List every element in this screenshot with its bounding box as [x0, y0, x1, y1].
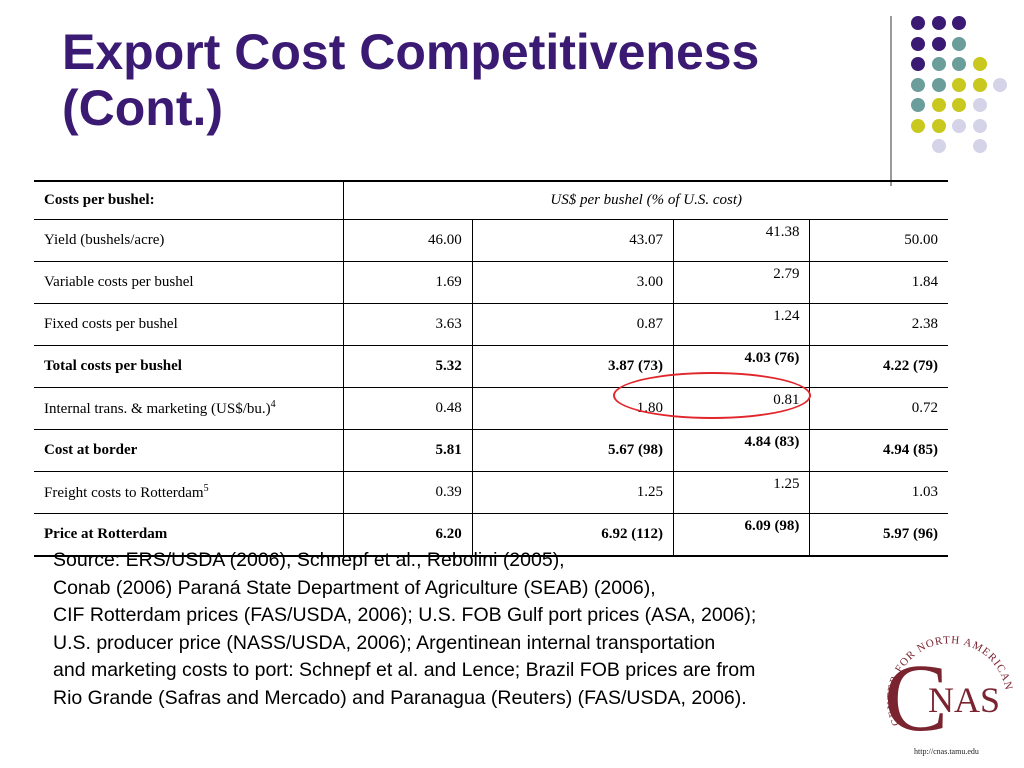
highlight-circle	[613, 372, 811, 419]
cell-value: 5.81	[343, 429, 473, 472]
decorative-dot	[952, 16, 966, 30]
decorative-dot	[931, 118, 946, 133]
table-row: Fixed costs per bushel 3.63 0.87 1.24 2.38	[34, 303, 948, 346]
export-cost-table: Costs per bushel: US$ per bushel (% of U…	[34, 180, 948, 557]
row-label: Price at Rotterdam	[34, 513, 345, 557]
cell-value: 2.38	[809, 303, 948, 346]
cell-value: 3.00	[472, 261, 674, 304]
row-label-text: Yield (bushels/acre)	[44, 232, 165, 248]
cell-value: 3.63	[343, 303, 473, 346]
source-line: Source: ERS/USDA (2006), Schnepf et al.,…	[53, 549, 565, 571]
source-line: CIF Rotterdam prices (FAS/USDA, 2006); U…	[53, 604, 757, 626]
table-row: Cost at border 5.81 5.67 (98) 4.84 (83) 4.94…	[34, 429, 948, 472]
cell-value: 4.22 (79)	[809, 345, 948, 388]
cell-value: 1.03	[809, 471, 948, 514]
source-line: Conab (2006) Paraná State Department of …	[53, 576, 656, 599]
cell-value: 6.20	[343, 513, 473, 557]
source-note: Source: ERS/USDA (2006), Schnepf et al.,…	[53, 547, 893, 712]
decorative-dot	[911, 118, 925, 133]
header-label: Costs per bushel:	[34, 180, 345, 220]
decorative-dot	[972, 57, 987, 71]
decorative-dot	[952, 77, 966, 92]
decorative-dot	[952, 98, 966, 112]
cell-value: 1.25	[673, 471, 811, 514]
cell-value: 46.00	[343, 219, 473, 262]
decorative-dot	[952, 57, 966, 71]
cell-value: 4.94 (85)	[809, 429, 948, 472]
decorative-dot	[972, 139, 987, 153]
cell-value: 4.84 (83)	[673, 429, 811, 472]
row-label-text: Freight costs to Rotterdam	[44, 485, 204, 501]
logo-letter-c: C	[884, 644, 948, 751]
row-label: Fixed costs per bushel	[34, 303, 345, 346]
source-line: and marketing costs to port: Schnepf et …	[53, 659, 756, 681]
cell-value: 0.39	[343, 471, 473, 514]
cell-value: 43.07	[472, 219, 674, 262]
table-row: Yield (bushels/acre) 46.00 43.07 41.38 50.00	[34, 219, 948, 262]
cell-value: 6.92 (112)	[472, 513, 674, 557]
cell-value: 41.38	[673, 219, 811, 262]
row-label-text: Variable costs per bushel	[44, 274, 194, 290]
cell-value: 6.09 (98)	[673, 513, 811, 557]
table-row: Freight costs to Rotterdam5 0.39 1.25 1.25 1…	[34, 471, 948, 514]
decorative-dot	[911, 77, 925, 92]
row-label: Internal trans. & marketing (US$/bu.)4	[34, 387, 345, 430]
decorative-dot	[911, 36, 925, 51]
cell-value: 5.67 (98)	[472, 429, 674, 472]
cell-value: 5.97 (96)	[809, 513, 948, 557]
row-label-text: Internal trans. & marketing (US$/bu.)	[44, 401, 271, 417]
cell-value: 0.72	[809, 387, 948, 430]
row-label: Total costs per bushel	[34, 345, 345, 388]
cell-value: 1.24	[673, 303, 811, 346]
cell-value: 0.87	[472, 303, 674, 346]
decorative-dot	[952, 36, 966, 51]
row-label-text: Cost at border	[44, 442, 138, 458]
row-label: Freight costs to Rotterdam5	[34, 471, 345, 514]
cell-value: 2.79	[673, 261, 811, 304]
slide-title: Export Cost Competitiveness (Cont.)	[62, 24, 882, 136]
row-label: Cost at border	[34, 429, 345, 472]
footnote-marker: 5	[203, 483, 209, 494]
logo-letters-nas: NAS	[928, 680, 1000, 720]
title-line-1: Export Cost Competitiveness	[62, 24, 760, 80]
table-row: Total costs per bushel 5.32 3.87 (73) 4.03 …	[34, 345, 948, 388]
footnote-marker: 4	[270, 399, 276, 410]
decorative-dot	[931, 16, 946, 30]
decorative-dot	[972, 98, 987, 112]
cell-value: 1.69	[343, 261, 473, 304]
decorative-dot	[911, 16, 925, 30]
decorative-dot	[972, 77, 987, 92]
source-line: U.S. producer price (NASS/USDA, 2006); A…	[53, 631, 716, 654]
decorative-dot	[972, 118, 987, 133]
cell-value: 1.84	[809, 261, 948, 304]
decorative-dot	[911, 57, 925, 71]
row-label: Yield (bushels/acre)	[34, 219, 345, 262]
row-label-text: Total costs per bushel	[44, 358, 182, 374]
cell-value: 5.32	[343, 345, 473, 388]
row-label-text: Price at Rotterdam	[44, 526, 168, 542]
cell-value: 1.25	[472, 471, 674, 514]
decorative-dot	[911, 98, 925, 112]
decorative-dot	[931, 139, 946, 153]
title-line-2: (Cont.)	[62, 80, 224, 136]
cell-value: 0.48	[343, 387, 473, 430]
table-header-row: Costs per bushel: US$ per bushel (% of U…	[34, 180, 948, 220]
decorative-dot	[931, 77, 946, 92]
decorative-divider	[890, 16, 892, 186]
cell-value: 50.00	[809, 219, 948, 262]
decorative-dot	[931, 36, 946, 51]
source-line: Rio Grande (Safras and Mercado) and Para…	[53, 686, 747, 709]
decorative-dot-grid	[0, 0, 1024, 200]
decorative-dot	[931, 57, 946, 71]
decorative-dot	[952, 118, 966, 133]
decorative-dot	[993, 77, 1007, 92]
row-label-text: Fixed costs per bushel	[44, 316, 178, 332]
header-unit: US$ per bushel (% of U.S. cost)	[343, 180, 948, 220]
cnas-logo: CENTER FOR NORTH AMERICAN STUDIES C NAS …	[878, 612, 1014, 756]
row-label: Variable costs per bushel	[34, 261, 345, 304]
logo-url: http://cnas.tamu.edu	[914, 747, 979, 756]
table-row: Price at Rotterdam 6.20 6.92 (112) 6.09 (98…	[34, 513, 948, 557]
decorative-dot	[931, 98, 946, 112]
table-row: Variable costs per bushel 1.69 3.00 2.79 1.8…	[34, 261, 948, 304]
